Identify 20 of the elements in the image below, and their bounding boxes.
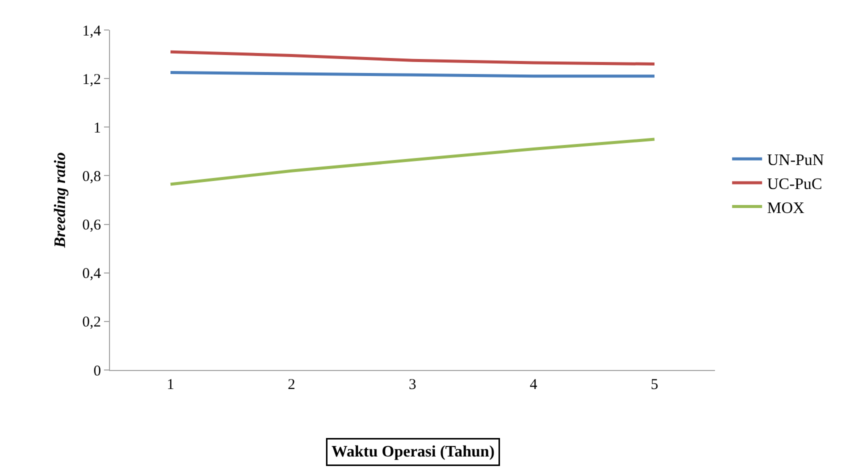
x-tick-label: 2: [288, 377, 296, 393]
y-tick-label: 0,4: [82, 266, 102, 282]
y-tick-label: 1: [94, 120, 101, 136]
y-tick-label: 0,6: [82, 218, 102, 234]
y-tick-label: 0,8: [82, 168, 101, 185]
legend-label: UN-PuN: [767, 152, 824, 170]
x-tick-label: 1: [166, 377, 174, 393]
line-series: [169, 50, 656, 66]
y-axis-title: Breeding ratio: [52, 152, 70, 249]
legend-label: UC-PuC: [767, 176, 822, 193]
line-series: [169, 138, 656, 186]
x-tick-label: 5: [650, 377, 658, 393]
x-tick-label: 3: [408, 377, 416, 393]
x-axis-title: Waktu Operasi (Tahun): [332, 444, 495, 460]
y-tick-label: 1,2: [82, 72, 101, 88]
x-tick-label: 4: [530, 377, 538, 393]
y-tick-label: 1,4: [82, 23, 102, 40]
y-tick-label: 0: [94, 363, 101, 380]
y-tick-label: 0,2: [82, 314, 101, 331]
legend-label: MOX: [767, 200, 805, 217]
